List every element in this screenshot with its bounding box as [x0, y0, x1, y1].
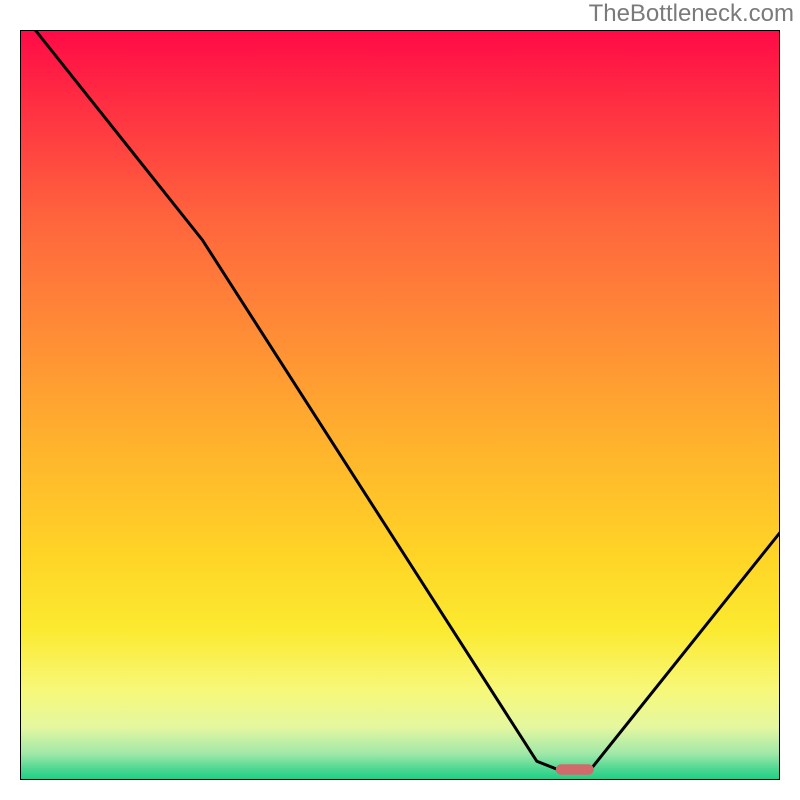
chart-svg [20, 30, 780, 780]
gradient-background [20, 30, 780, 780]
watermark-text: TheBottleneck.com [589, 0, 794, 28]
plot-area [20, 30, 780, 780]
chart-frame: TheBottleneck.com [0, 0, 800, 800]
valley-marker [556, 764, 594, 775]
